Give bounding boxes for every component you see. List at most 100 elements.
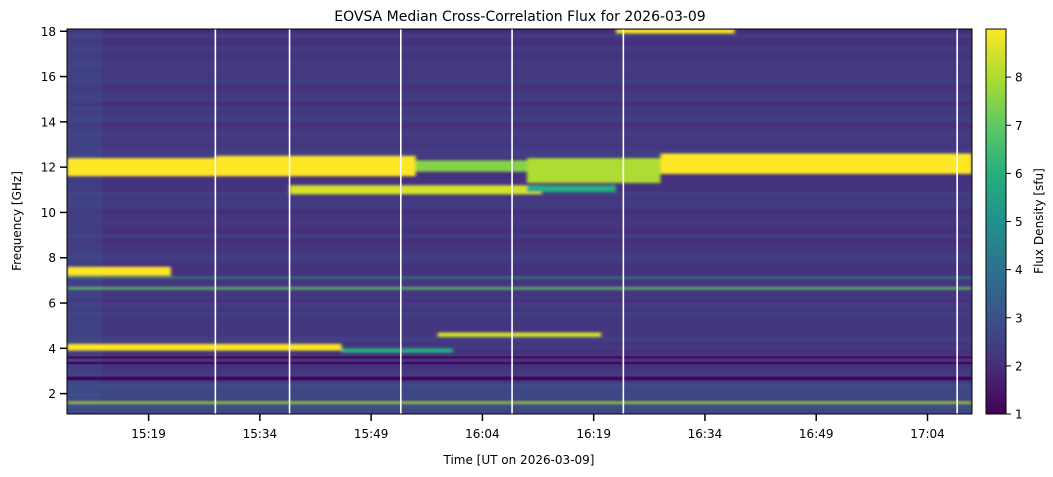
emission-band: [415, 160, 527, 172]
x-tick-label: 15:49: [354, 427, 389, 441]
dark-bands: [67, 356, 972, 381]
texture-row: [67, 200, 972, 205]
y-axis: 2 4 6 8 10 12 14 16 18: [41, 25, 67, 401]
x-tick-label: 16:49: [799, 427, 834, 441]
texture-row: [67, 366, 972, 372]
texture-row: [67, 178, 972, 184]
texture-row: [67, 80, 972, 86]
texture-row: [67, 294, 972, 299]
texture-row: [67, 41, 972, 47]
texture-row: [67, 84, 972, 90]
texture-row: [67, 63, 972, 68]
colorbar-tick-label: 1: [1015, 408, 1023, 422]
emission-band: [660, 153, 972, 174]
texture-row: [67, 379, 972, 385]
emission-band: [67, 276, 972, 279]
texture-row: [67, 349, 972, 355]
emission-band: [615, 29, 735, 34]
emission-band: [67, 287, 972, 290]
colorbar-tick-label: 4: [1015, 263, 1023, 277]
x-tick-label: 15:34: [243, 427, 278, 441]
y-tick-label: 18: [41, 25, 56, 39]
texture-row: [67, 212, 972, 218]
emission-band: [437, 332, 602, 337]
emission-band: [526, 158, 661, 183]
y-axis-label: Frequency [GHz]: [10, 171, 24, 271]
texture-row: [67, 311, 972, 317]
emission-band: [67, 343, 342, 351]
texture-row: [67, 281, 972, 287]
emission-band: [215, 155, 416, 177]
texture-row: [67, 289, 972, 295]
y-tick-label: 12: [41, 161, 56, 175]
texture-row: [67, 307, 972, 312]
plot-area: [67, 29, 972, 414]
texture-row: [67, 260, 972, 265]
texture-row: [67, 153, 972, 158]
texture-row: [67, 315, 972, 321]
texture-row: [67, 170, 972, 175]
texture-row: [67, 46, 972, 51]
texture-row: [67, 71, 972, 77]
texture-row: [67, 328, 972, 334]
texture-row: [67, 140, 972, 145]
emission-band: [289, 185, 542, 195]
colorbar-gradient: [985, 28, 1007, 415]
texture-row: [67, 58, 972, 64]
texture-row: [67, 302, 972, 308]
colorbar-label: Flux Density [sfu]: [1032, 168, 1046, 274]
emission-band: [341, 348, 453, 353]
emission-band: [67, 158, 216, 177]
texture-row: [67, 76, 972, 81]
colorbar-tick-label: 6: [1015, 167, 1023, 181]
texture-row: [67, 324, 972, 329]
texture-row: [67, 148, 972, 154]
texture-row: [67, 204, 972, 210]
y-tick-label: 6: [48, 297, 56, 311]
texture-row: [67, 277, 972, 282]
colorbar-ticks: 1 2 3 4 5 6 7 8: [1006, 71, 1023, 422]
texture-row: [67, 221, 972, 227]
texture-row: [67, 217, 972, 222]
texture-row: [67, 230, 972, 235]
texture-row: [67, 341, 972, 347]
dark-band: [67, 376, 972, 381]
texture-row: [67, 268, 972, 274]
texture-row: [67, 337, 972, 342]
texture-row: [67, 88, 972, 94]
y-tick-label: 8: [48, 251, 56, 265]
texture-row: [67, 118, 972, 124]
texture-row: [67, 174, 972, 180]
texture-row: [67, 101, 972, 107]
texture-row: [67, 362, 972, 368]
texture-row: [67, 247, 972, 252]
texture-row: [67, 37, 972, 43]
texture-row: [67, 264, 972, 270]
texture-row: [67, 54, 972, 60]
texture-row: [67, 251, 972, 257]
dark-band: [67, 356, 972, 359]
texture-row: [67, 106, 972, 111]
texture-row: [67, 371, 972, 376]
x-axis: 15:19 15:34 15:49 16:04 16:19 16:34 16:49 17:04: [131, 414, 945, 441]
texture-row: [67, 29, 972, 34]
texture-row: [67, 157, 972, 163]
texture-row: [67, 93, 972, 98]
texture-row: [67, 195, 972, 201]
colorbar-tick-label: 2: [1015, 359, 1023, 373]
x-tick-label: 16:34: [688, 427, 723, 441]
emission-band: [67, 401, 972, 404]
data-gap-lines: [214, 29, 958, 414]
x-tick-label: 15:19: [131, 427, 166, 441]
texture-row: [67, 255, 972, 261]
texture-row: [67, 298, 972, 304]
texture-row: [67, 135, 972, 141]
texture-row: [67, 225, 972, 231]
texture-row: [67, 272, 972, 278]
colorbar-tick-label: 5: [1015, 215, 1023, 229]
texture-row: [67, 208, 972, 214]
texture-row: [67, 238, 972, 244]
y-tick-label: 14: [41, 115, 56, 129]
y-tick-label: 16: [41, 70, 56, 84]
